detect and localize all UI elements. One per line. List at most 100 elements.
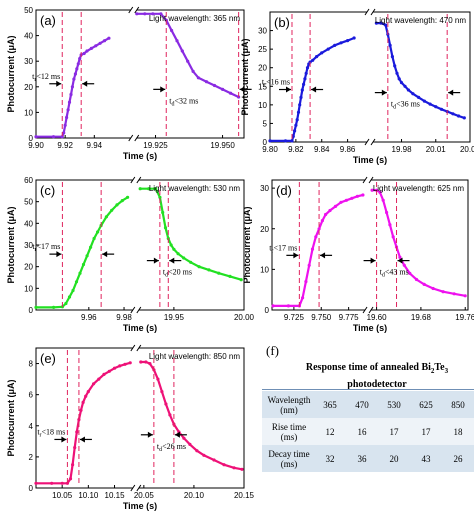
panel-label: (a)	[40, 13, 56, 28]
arrow-head	[82, 80, 88, 87]
time-annotation-t: t	[37, 427, 40, 436]
x-axis-label: Time (s)	[353, 323, 387, 333]
data-point	[92, 382, 96, 386]
arrow-head	[174, 431, 180, 438]
time-annotation: td<20 ms	[163, 268, 192, 279]
data-point	[304, 280, 308, 284]
table-cell: 850	[442, 391, 474, 418]
time-annotation-sub: d	[165, 273, 168, 279]
time-annotation: tr<17 ms	[269, 243, 297, 254]
x-tick-label: 9.86	[340, 145, 356, 154]
data-point	[296, 110, 301, 114]
time-annotation: tr<18 ms	[37, 427, 65, 438]
time-annotation-value: <12 ms	[36, 72, 60, 81]
data-point	[197, 265, 201, 269]
panel-label: (d)	[276, 183, 292, 198]
data-point	[52, 305, 56, 309]
data-point	[182, 256, 186, 260]
panel-label: (c)	[40, 183, 55, 198]
data-point	[102, 39, 107, 43]
data-point	[307, 263, 311, 267]
x-tick-label: 20.04	[460, 145, 474, 154]
plot-frame	[35, 9, 245, 139]
data-point	[299, 95, 303, 99]
data-point	[107, 36, 111, 40]
data-point	[328, 208, 332, 213]
table-title-mid: Te	[434, 362, 445, 373]
data-point	[379, 21, 383, 25]
axis-break-mark	[362, 306, 368, 314]
data-point	[384, 23, 388, 27]
data-point	[63, 123, 67, 127]
table-cell: 16	[346, 418, 378, 445]
table-row: Rise time (ms) 12 16 17 17 18	[262, 418, 474, 445]
y-axis-label: Photocurrent (μA)	[6, 379, 16, 456]
data-point	[169, 243, 173, 247]
x-tick-label: 9.84	[314, 145, 330, 154]
x-tick-label: 9.96	[81, 313, 97, 322]
data-point	[64, 301, 68, 306]
data-point	[457, 114, 461, 118]
x-tick-label: 9.94	[87, 141, 103, 150]
data-point	[300, 88, 304, 92]
data-point	[65, 481, 69, 485]
data-point	[399, 81, 404, 85]
y-tick-label: 0	[29, 484, 34, 493]
data-point	[110, 208, 114, 212]
data-point	[212, 83, 217, 88]
data-point	[290, 139, 294, 143]
wavelength-label: Light wavelength: 625 nm	[373, 184, 465, 193]
data-point	[75, 430, 79, 434]
arrow-head	[397, 257, 403, 264]
data-point	[414, 277, 419, 282]
x-axis-label: Time (s)	[123, 501, 157, 511]
data-point	[294, 123, 298, 127]
data-point	[85, 49, 89, 53]
data-point	[431, 286, 435, 291]
data-point	[34, 305, 38, 309]
data-point	[85, 254, 89, 258]
arrow-head	[147, 431, 153, 438]
y-tick-label: 60	[24, 176, 33, 185]
table-top-rule	[262, 389, 474, 390]
data-point	[50, 481, 54, 485]
data-point	[182, 436, 186, 440]
data-point	[408, 271, 412, 275]
y-axis-label: Photocurrent (μA)	[240, 38, 250, 115]
axis-break-gap	[365, 178, 372, 312]
time-annotation: tr<12 ms	[32, 72, 60, 83]
data-point	[102, 372, 106, 376]
time-annotation-t: t	[157, 442, 160, 451]
data-point	[94, 44, 98, 48]
data-point	[77, 418, 81, 422]
time-annotation-value: <18 ms	[42, 427, 66, 436]
data-point	[320, 51, 324, 55]
data-point	[291, 134, 295, 138]
data-point	[385, 210, 389, 215]
data-point	[175, 39, 179, 43]
y-tick-label: 10	[24, 108, 33, 117]
data-point	[390, 55, 394, 59]
data-point	[191, 69, 195, 73]
x-axis-label: Time (s)	[353, 155, 387, 165]
y-tick-label: 40	[24, 219, 33, 228]
data-point	[34, 135, 38, 139]
data-point	[163, 226, 168, 230]
x-tick-label: 9.92	[57, 141, 73, 150]
data-point	[158, 195, 162, 199]
wavelength-label: Light wavelength: 530 nm	[149, 184, 241, 193]
data-point	[355, 194, 359, 198]
data-point	[403, 84, 407, 88]
time-annotation-t: t	[269, 243, 272, 252]
time-annotation-value: <16 ms	[266, 78, 290, 87]
time-annotation: td<43 ms	[380, 268, 409, 279]
data-point	[123, 362, 127, 366]
table-title-sub1: 2	[430, 367, 435, 375]
time-annotation: tr<16 ms	[262, 78, 290, 89]
y-tick-label: 10	[258, 101, 267, 110]
table-cell: 18	[442, 418, 474, 445]
series-line	[140, 360, 243, 471]
time-annotation: tr<17 ms	[32, 242, 60, 253]
data-point	[463, 294, 467, 298]
